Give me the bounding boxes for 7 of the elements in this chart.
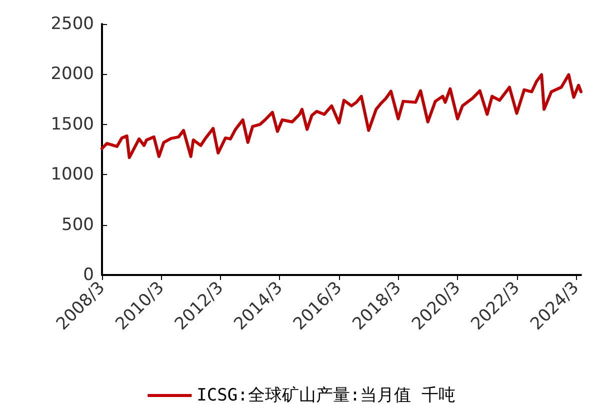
line-series	[100, 73, 582, 160]
y-tick-label: 1500	[50, 114, 94, 134]
y-tick-label: 2000	[50, 64, 94, 84]
y-tick-label: 1000	[50, 164, 94, 185]
y-tick-label: 500	[62, 214, 94, 235]
legend-label: ICSG:全球矿山产量:当月值 千吨	[196, 386, 456, 406]
y-tick-label: 2500	[50, 14, 94, 34]
